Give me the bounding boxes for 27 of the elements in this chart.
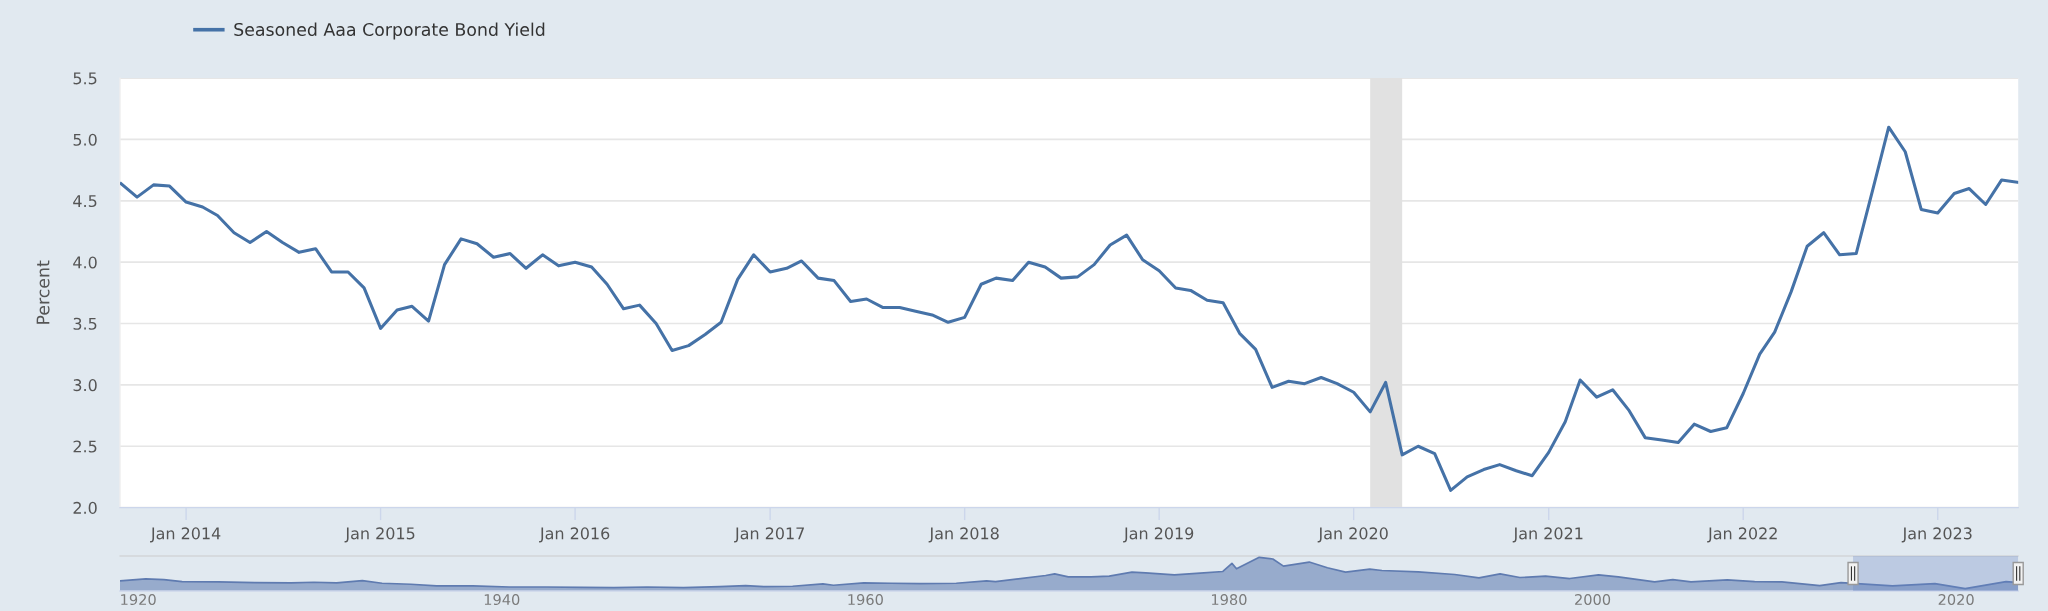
y-axis-title: Percent [36,260,50,324]
y-tick-label: 5.0 [73,133,97,146]
y-tick-label: 2.0 [73,501,97,514]
x-tick-label: Jan 2015 [344,527,415,543]
x-tick-label: Jan 2014 [150,527,221,543]
x-tick-label: 1940 [484,594,520,606]
y-tick-label: 5.5 [73,72,97,85]
x-tick-label: 1960 [848,594,883,606]
line-series [120,125,2019,492]
x-tick-label: Jan 2017 [734,527,804,543]
x-tick-label: Jan 2023 [1901,527,1972,543]
x-tick-label: Jan 2020 [1317,527,1388,543]
x-tick-label: Jan 2022 [1707,527,1777,543]
x-tick-label: Jan 2018 [928,527,999,543]
y-tick-label: 3.0 [73,379,97,392]
y-tick-label: 4.0 [73,256,97,269]
y-tick-label: 4.5 [73,195,97,208]
legend-label: Seasoned Aaa Corporate Bond Yield [234,22,545,40]
x-tick-label: 2020 [1938,594,1974,606]
y-tick-label: 2.5 [73,440,97,453]
x-tick-label: Jan 2021 [1512,527,1583,543]
x-tick-label: 1920 [121,594,156,606]
x-tick-label: 2000 [1575,594,1611,606]
x-tick-label: Jan 2016 [539,527,610,543]
y-tick-label: 3.5 [73,317,97,330]
x-tick-label: Jan 2019 [1123,527,1194,543]
x-tick-label: 1980 [1211,594,1247,606]
